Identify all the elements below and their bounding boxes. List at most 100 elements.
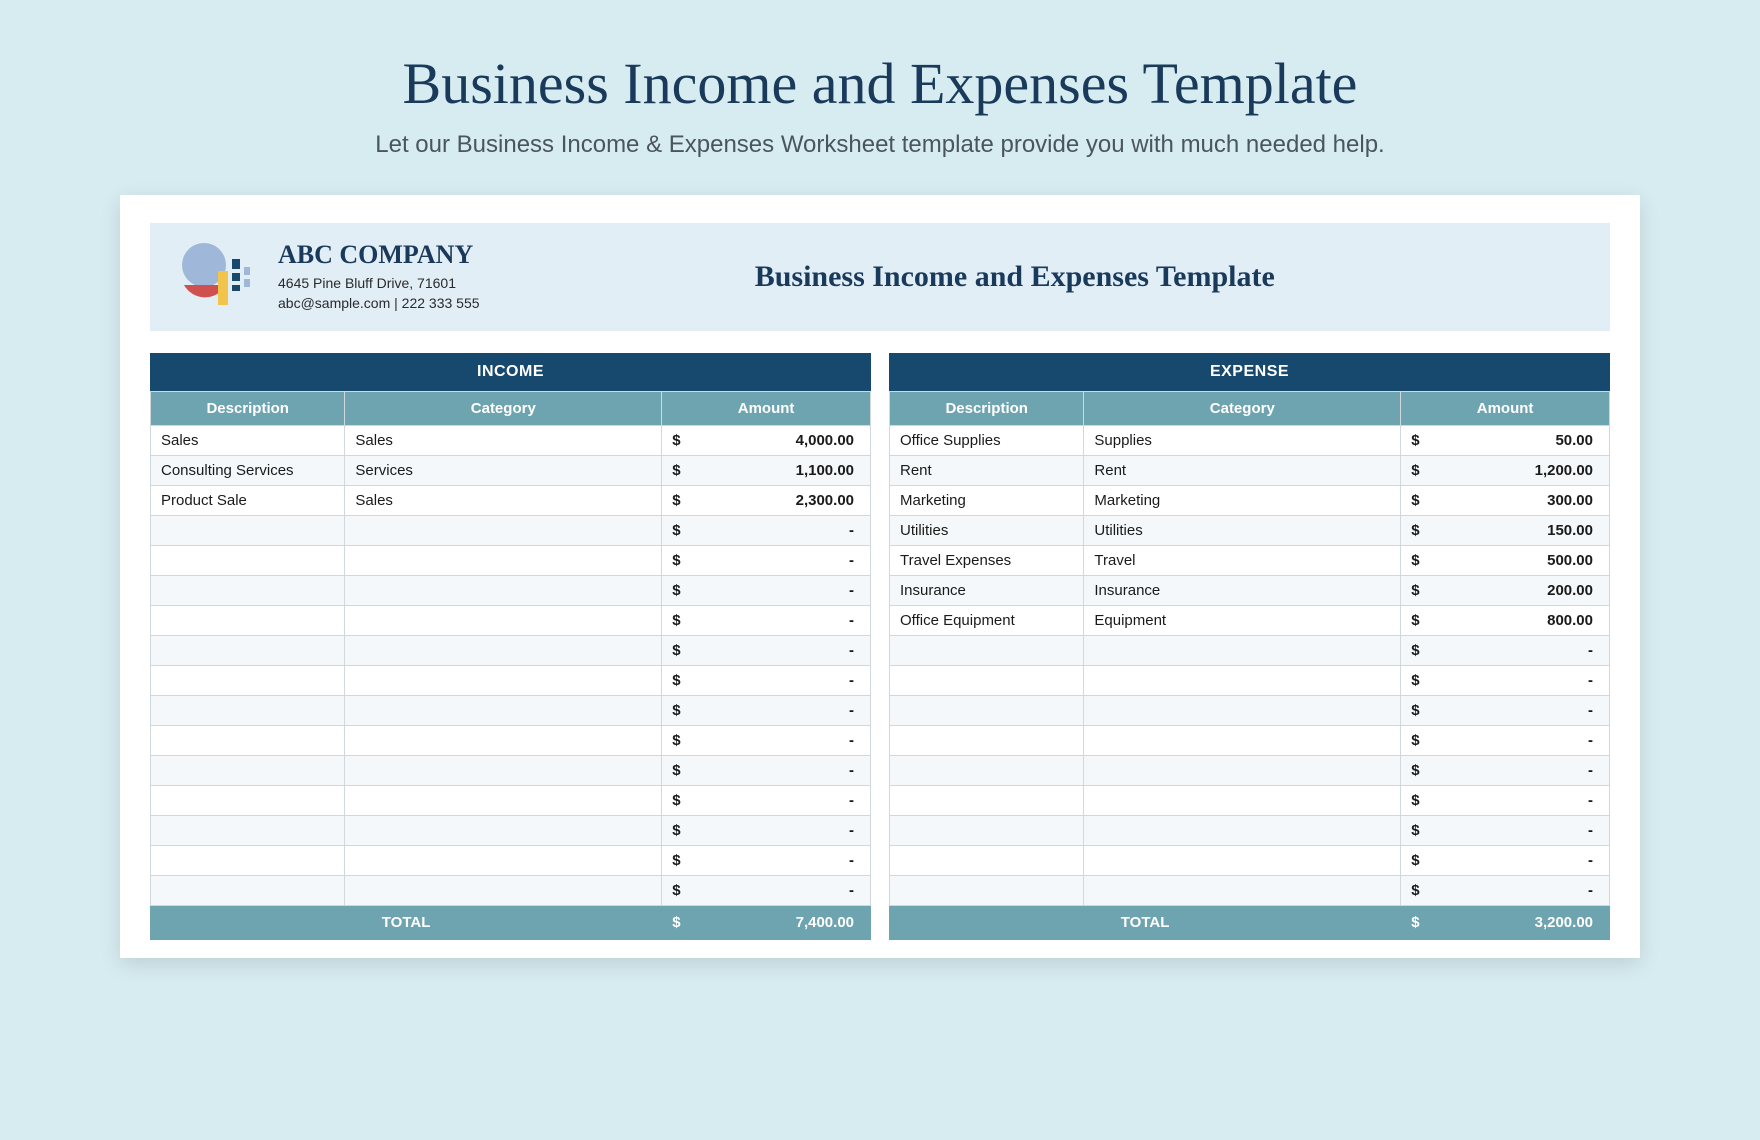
- expense-col-amount: Amount: [1401, 392, 1610, 426]
- table-row: $-: [151, 636, 871, 666]
- cell-description: [890, 816, 1084, 846]
- cell-category: [1084, 726, 1401, 756]
- income-total-amount: $ 7,400.00: [662, 906, 871, 940]
- worksheet: ABC COMPANY 4645 Pine Bluff Drive, 71601…: [120, 195, 1640, 958]
- cell-category: [345, 696, 662, 726]
- cell-description: [890, 846, 1084, 876]
- cell-category: [345, 516, 662, 546]
- expense-title: EXPENSE: [889, 353, 1610, 391]
- cell-amount: $-: [1401, 696, 1610, 726]
- cell-amount: $-: [1401, 846, 1610, 876]
- cell-category: [1084, 786, 1401, 816]
- cell-description: Consulting Services: [151, 456, 345, 486]
- table-row: $-: [151, 666, 871, 696]
- cell-description: [890, 876, 1084, 906]
- cell-description: [151, 756, 345, 786]
- cell-category: Marketing: [1084, 486, 1401, 516]
- cell-description: [151, 546, 345, 576]
- table-row: $-: [151, 726, 871, 756]
- cell-category: Services: [345, 456, 662, 486]
- cell-amount: $-: [662, 756, 871, 786]
- cell-description: [151, 786, 345, 816]
- cell-amount: $150.00: [1401, 516, 1610, 546]
- expense-col-description: Description: [890, 392, 1084, 426]
- cell-description: Insurance: [890, 576, 1084, 606]
- table-row: $-: [890, 876, 1610, 906]
- cell-category: Insurance: [1084, 576, 1401, 606]
- cell-amount: $200.00: [1401, 576, 1610, 606]
- table-row: SalesSales$4,000.00: [151, 426, 871, 456]
- cell-description: Product Sale: [151, 486, 345, 516]
- table-row: Travel ExpensesTravel$500.00: [890, 546, 1610, 576]
- cell-category: [345, 786, 662, 816]
- cell-description: Marketing: [890, 486, 1084, 516]
- cell-category: [345, 756, 662, 786]
- table-row: Office EquipmentEquipment$800.00: [890, 606, 1610, 636]
- cell-description: [890, 726, 1084, 756]
- cell-description: [890, 756, 1084, 786]
- cell-amount: $-: [1401, 666, 1610, 696]
- cell-description: Travel Expenses: [890, 546, 1084, 576]
- table-row: $-: [151, 786, 871, 816]
- cell-amount: $-: [662, 726, 871, 756]
- expense-total-amount: $ 3,200.00: [1401, 906, 1610, 940]
- cell-amount: $-: [662, 816, 871, 846]
- cell-category: [345, 666, 662, 696]
- cell-category: [345, 606, 662, 636]
- cell-description: [890, 786, 1084, 816]
- table-row: $-: [151, 816, 871, 846]
- expense-table: Description Category Amount Office Suppl…: [889, 391, 1610, 940]
- company-info: ABC COMPANY 4645 Pine Bluff Drive, 71601…: [278, 240, 480, 313]
- table-row: $-: [890, 666, 1610, 696]
- income-table: Description Category Amount SalesSales$4…: [150, 391, 871, 940]
- company-contact: abc@sample.com | 222 333 555: [278, 294, 480, 314]
- cell-category: [345, 876, 662, 906]
- expense-total-label: TOTAL: [890, 906, 1401, 940]
- cell-amount: $300.00: [1401, 486, 1610, 516]
- cell-description: [151, 636, 345, 666]
- company-name: ABC COMPANY: [278, 240, 480, 270]
- page-title: Business Income and Expenses Template: [90, 50, 1670, 117]
- table-row: $-: [151, 546, 871, 576]
- cell-category: [345, 546, 662, 576]
- cell-description: [151, 696, 345, 726]
- cell-description: [151, 516, 345, 546]
- income-total-label: TOTAL: [151, 906, 662, 940]
- cell-description: Utilities: [890, 516, 1084, 546]
- table-row: $-: [151, 516, 871, 546]
- cell-amount: $-: [1401, 726, 1610, 756]
- cell-amount: $-: [1401, 636, 1610, 666]
- table-row: UtilitiesUtilities$150.00: [890, 516, 1610, 546]
- cell-amount: $-: [662, 546, 871, 576]
- cell-amount: $800.00: [1401, 606, 1610, 636]
- cell-description: [151, 876, 345, 906]
- cell-amount: $-: [662, 846, 871, 876]
- cell-description: [890, 696, 1084, 726]
- expense-table-wrap: EXPENSE Description Category Amount Offi…: [889, 353, 1610, 940]
- cell-description: [151, 666, 345, 696]
- cell-description: [151, 846, 345, 876]
- table-row: $-: [890, 696, 1610, 726]
- table-row: Consulting ServicesServices$1,100.00: [151, 456, 871, 486]
- cell-description: [890, 636, 1084, 666]
- income-col-category: Category: [345, 392, 662, 426]
- cell-amount: $500.00: [1401, 546, 1610, 576]
- cell-category: Utilities: [1084, 516, 1401, 546]
- page-subtitle: Let our Business Income & Expenses Works…: [90, 131, 1670, 159]
- table-row: $-: [890, 846, 1610, 876]
- expense-col-category: Category: [1084, 392, 1401, 426]
- company-address: 4645 Pine Bluff Drive, 71601: [278, 274, 480, 294]
- cell-category: [1084, 666, 1401, 696]
- cell-amount: $-: [1401, 756, 1610, 786]
- table-row: InsuranceInsurance$200.00: [890, 576, 1610, 606]
- cell-amount: $-: [662, 606, 871, 636]
- cell-description: [151, 816, 345, 846]
- cell-amount: $4,000.00: [662, 426, 871, 456]
- cell-description: Office Equipment: [890, 606, 1084, 636]
- company-logo-icon: [170, 237, 260, 317]
- cell-amount: $-: [662, 786, 871, 816]
- table-row: RentRent$1,200.00: [890, 456, 1610, 486]
- table-row: $-: [890, 636, 1610, 666]
- table-row: Office SuppliesSupplies$50.00: [890, 426, 1610, 456]
- cell-category: [1084, 756, 1401, 786]
